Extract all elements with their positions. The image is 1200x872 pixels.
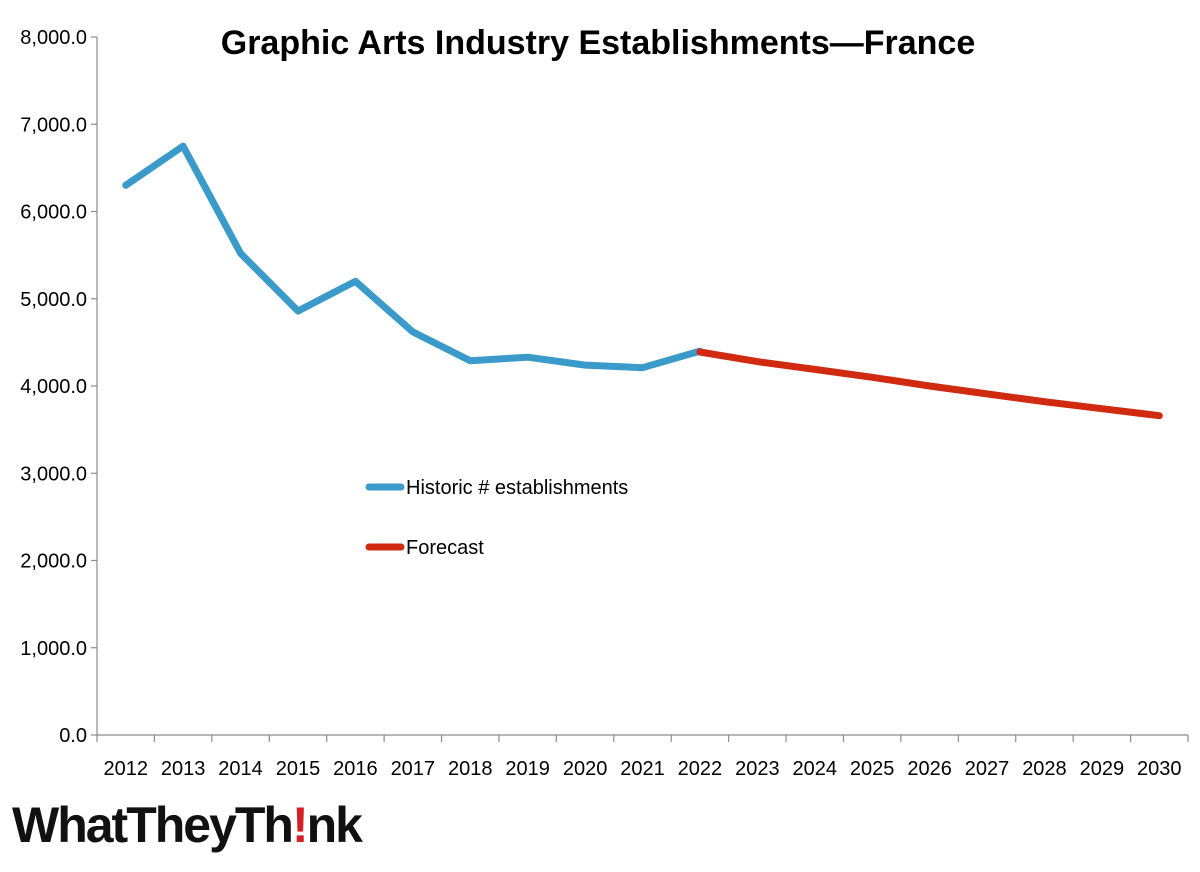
x-tick-label: 2019 (505, 758, 550, 780)
x-tick-label: 2018 (448, 758, 493, 780)
x-tick-label: 2016 (333, 758, 378, 780)
x-tick-label: 2014 (218, 758, 263, 780)
x-tick-label: 2026 (907, 758, 952, 780)
whattheythink-logo: WhatTheyTh!nk (12, 797, 363, 853)
legend-label-1: Forecast (406, 537, 484, 559)
x-tick-label: 2025 (850, 758, 895, 780)
chart-title: Graphic Arts Industry Establishments—Fra… (221, 24, 976, 62)
y-tick-label: 3,000.0 (20, 463, 87, 485)
x-tick-label: 2030 (1137, 758, 1182, 780)
x-tick-label: 2013 (161, 758, 206, 780)
y-tick-label: 0.0 (59, 725, 87, 747)
x-tick-label: 2020 (563, 758, 608, 780)
y-tick-label: 4,000.0 (20, 376, 87, 398)
y-ticks: 0.0 1,000.0 2,000.0 3,000.0 4,000.0 5,000.0 6,… (20, 27, 97, 747)
x-tick-label: 2024 (793, 758, 838, 780)
x-tick-label: 2012 (103, 758, 148, 780)
series-line-1 (696, 348, 1163, 420)
logo-text-end: nk (306, 797, 363, 853)
y-tick-label: 7,000.0 (20, 114, 87, 136)
legend-label-0: Historic # establishments (406, 477, 628, 499)
logo-text-start: WhatTheyTh (12, 797, 294, 853)
y-tick-label: 2,000.0 (20, 551, 87, 573)
x-tick-label: 2023 (735, 758, 780, 780)
y-tick-label: 5,000.0 (20, 289, 87, 311)
y-tick-label: 1,000.0 (20, 638, 87, 660)
x-tick-label: 2021 (620, 758, 665, 780)
logo-exclamation: ! (291, 797, 309, 853)
x-tick-label: 2027 (965, 758, 1010, 780)
x-tick-label: 2015 (276, 758, 321, 780)
x-tick-label: 2017 (391, 758, 436, 780)
legend: Historic # establishments Forecast (365, 477, 628, 559)
x-tick-label: 2029 (1080, 758, 1125, 780)
x-tick-label: 2022 (678, 758, 723, 780)
series-line-0 (122, 142, 704, 372)
series-layer (122, 142, 1163, 420)
x-ticks: 2012 2013 2014 2015 2016 2017 2018 2019 2020 2021… (96, 735, 1189, 780)
y-tick-label: 6,000.0 (20, 202, 87, 224)
y-tick-label: 8,000.0 (20, 27, 87, 49)
x-tick-label: 2028 (1022, 758, 1067, 780)
